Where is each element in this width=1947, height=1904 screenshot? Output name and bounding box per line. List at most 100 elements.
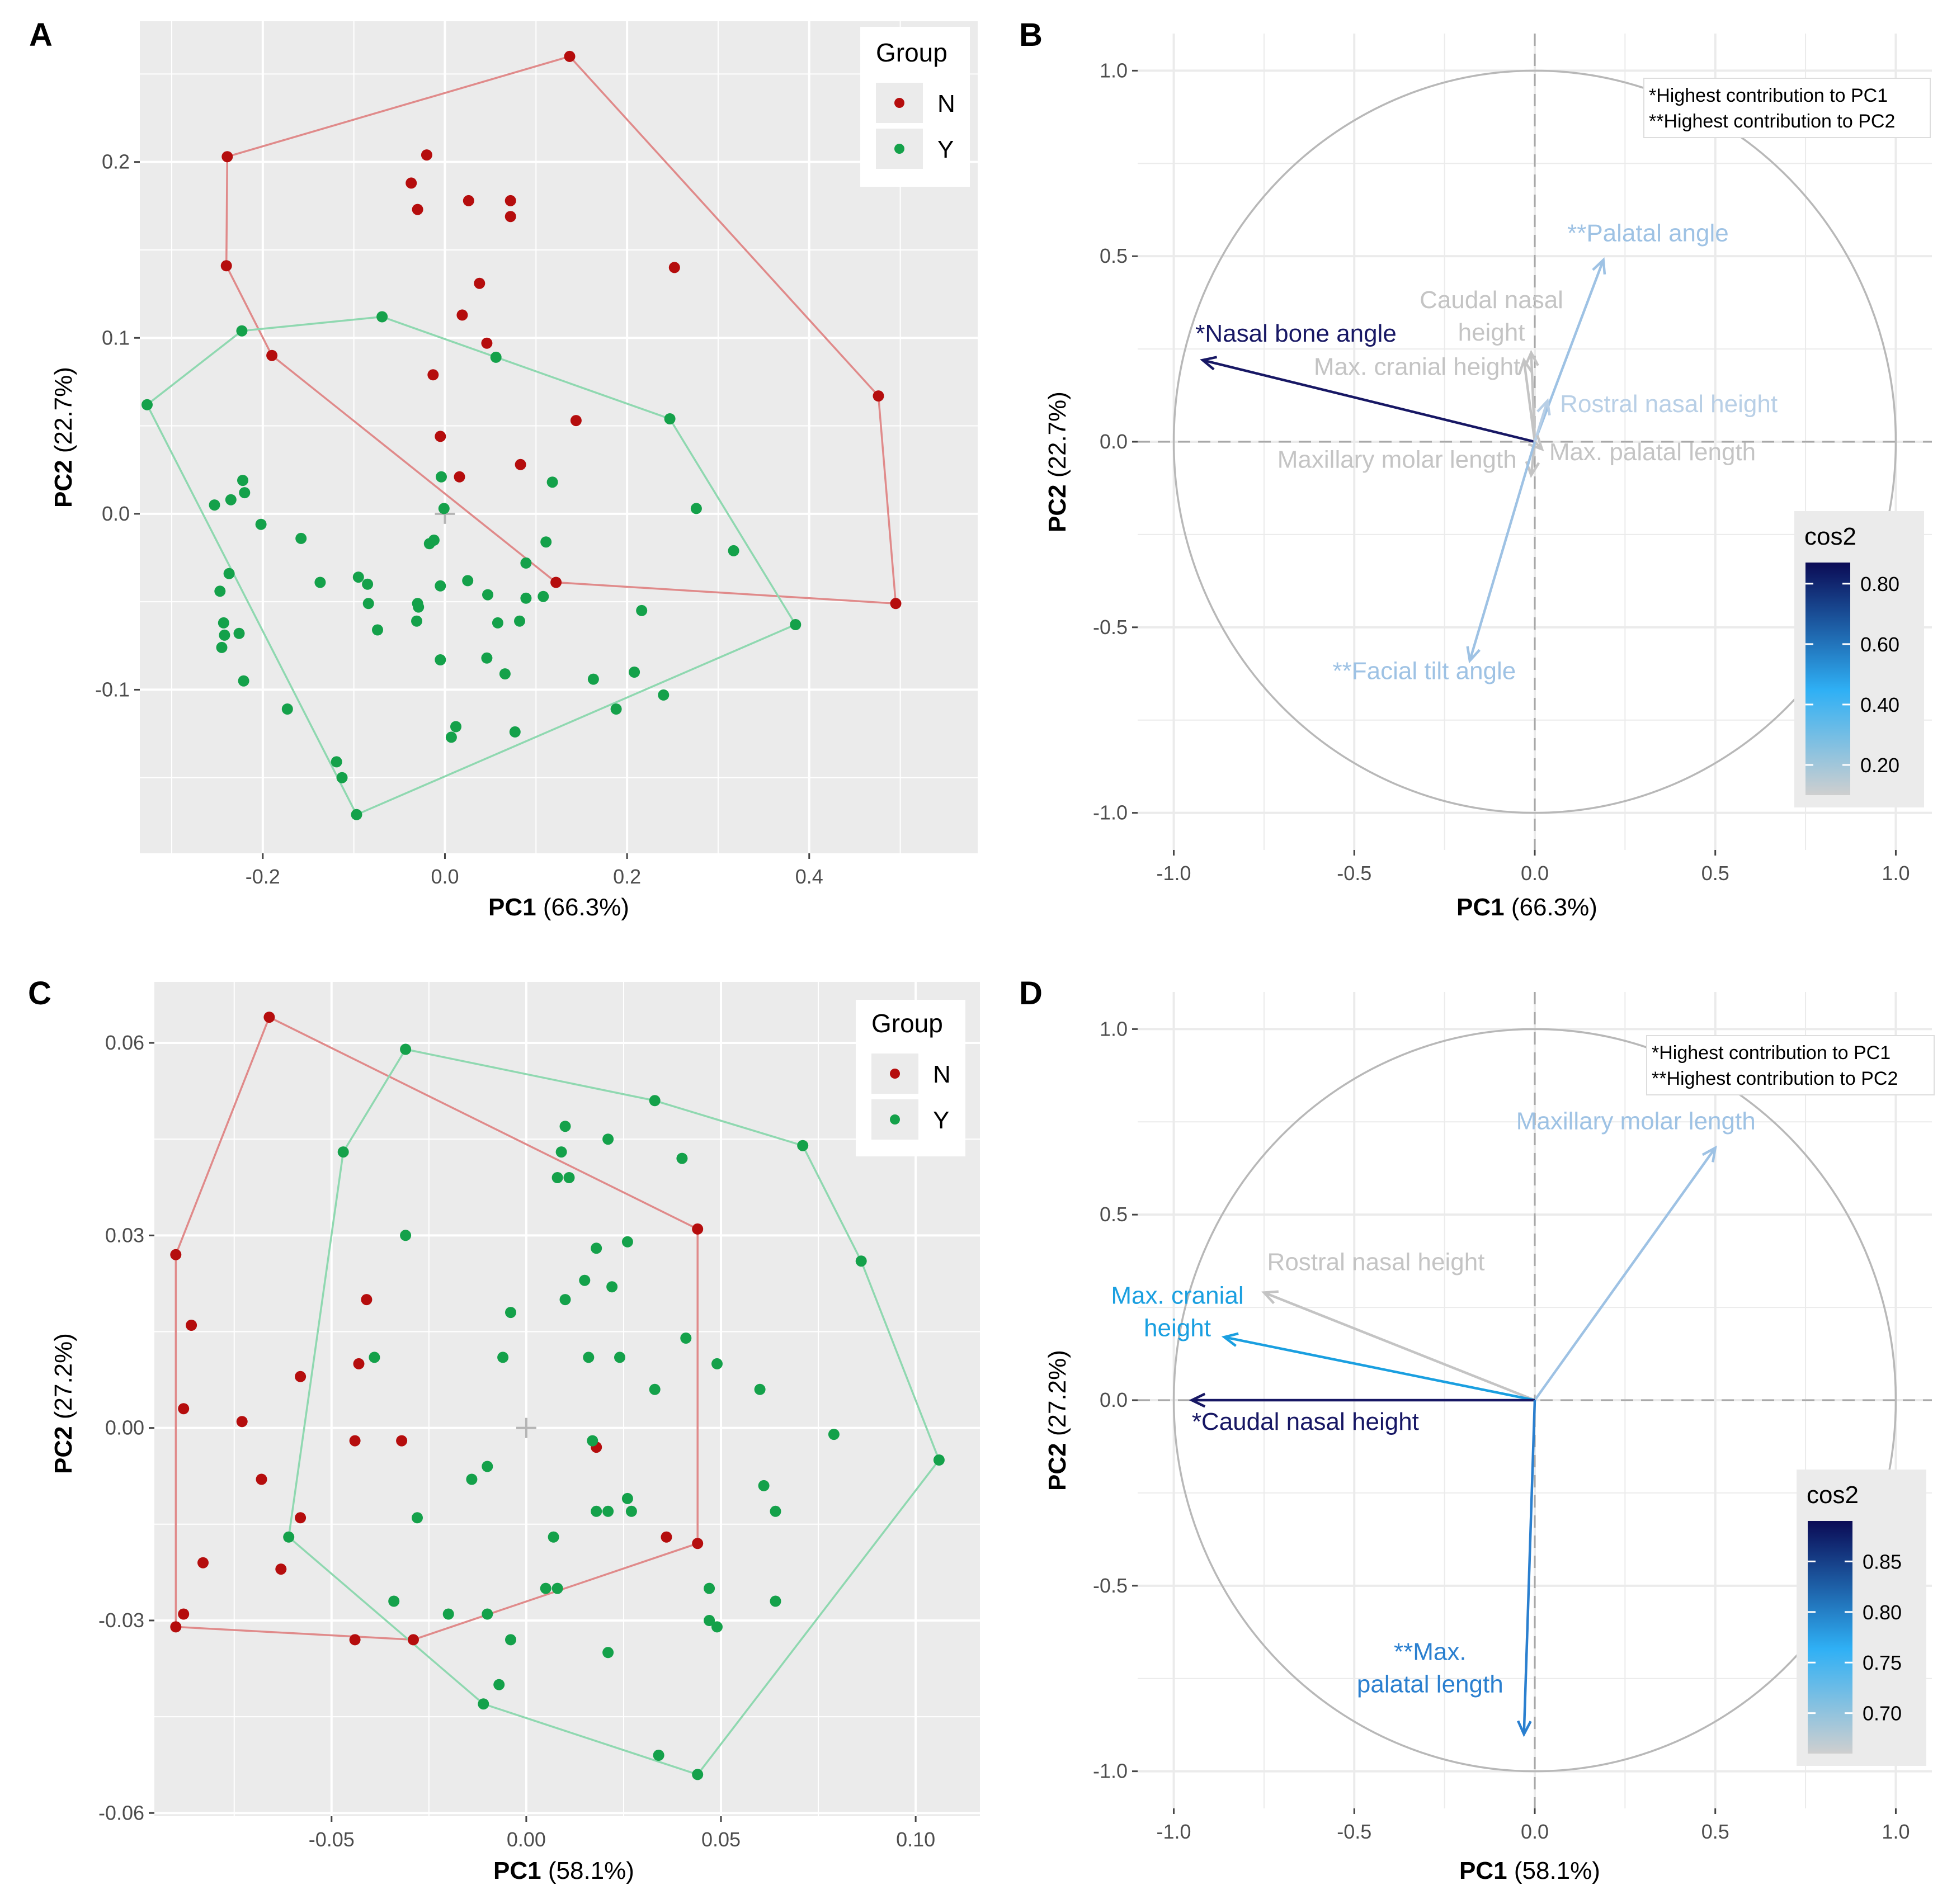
- panel-c-centroid: [516, 1418, 536, 1438]
- panel-c-hull-group-y: [287, 1048, 940, 1776]
- panel-a-point-group-n: [668, 262, 680, 273]
- panel-c-axes: -0.05 0.00 0.05 0.10 -0.06 -0.03 0.00 0.03 0.06: [98, 1031, 935, 1851]
- panel-a-point-group-n: [890, 598, 902, 610]
- panel-a-point-group-y: [664, 413, 676, 424]
- panel-c-y-axis-title: PC2 (27.2%): [50, 1333, 77, 1474]
- panel-d-cos2-tick-label: 0.85: [1863, 1550, 1902, 1573]
- panel-c-point-group-y: [797, 1140, 809, 1151]
- panel-c-plot-background: [154, 982, 980, 1816]
- panel-c-point-group-n: [361, 1294, 373, 1306]
- panel-a-point-group-y: [331, 756, 342, 768]
- panel-a-point-group-y: [362, 578, 374, 590]
- panel-a-point-group-y: [538, 590, 549, 602]
- panel-a-point-group-y: [423, 538, 435, 550]
- panel-d-cos2-legend-title: cos2: [1807, 1481, 1859, 1509]
- panel-b-variable-correlation-circle: *Nasal bone angle **Palatal angle Caudal n…: [1044, 34, 1932, 921]
- panel-d-y-tick-label: 0.5: [1100, 1203, 1128, 1226]
- panel-b-loading-arrow: Max. palatal length: [1528, 434, 1756, 466]
- panel-c-point-group-y: [548, 1531, 559, 1543]
- panel-c-x-tick-label: -0.05: [309, 1828, 355, 1851]
- panel-c-x-tick-label: 0.00: [507, 1828, 546, 1851]
- panel-c-point-group-n: [692, 1223, 704, 1235]
- panel-a-point-group-y: [492, 617, 503, 629]
- panel-c-point-group-y: [855, 1255, 867, 1267]
- panel-c-point-group-y: [704, 1582, 715, 1594]
- panel-a-x-axis-title: PC1 (66.3%): [488, 894, 629, 921]
- panel-b-cos2-legend: cos2 0.80 0.60 0.40 0.20: [1794, 511, 1924, 807]
- panel-c-point-group-y: [676, 1152, 688, 1164]
- panel-a-point-group-n: [873, 390, 884, 402]
- panel-a-point-group-y: [352, 571, 364, 583]
- panel-c-scatter-plot: -0.05 0.00 0.05 0.10-0.06-0.030.000.030.06 …: [50, 982, 980, 1884]
- panel-c-point-group-y: [497, 1352, 509, 1363]
- panel-c-point-group-y: [591, 1505, 602, 1517]
- panel-a-point-group-y: [520, 557, 532, 569]
- panel-b-loading-arrow: Rostral nasal height: [1533, 390, 1778, 442]
- panel-c-point-group-y: [758, 1480, 770, 1491]
- panel-b-arrow-label: **Palatal angle: [1567, 220, 1729, 247]
- panel-d-y-tick-label: 0.0: [1100, 1388, 1128, 1411]
- panel-a-point-group-n: [505, 211, 516, 223]
- panel-a-point-group-n: [266, 349, 278, 361]
- panel-c-point-group-y: [649, 1095, 661, 1107]
- panel-b-cos2-tick-label: 0.60: [1860, 633, 1899, 656]
- panel-b-cos2-legend-title: cos2: [1804, 523, 1856, 550]
- panel-a-plot-background: [140, 21, 978, 853]
- panel-b-loading-arrow: *Nasal bone angle: [1195, 320, 1535, 443]
- panel-a-point-group-n: [221, 151, 233, 163]
- panel-c-point-group-y: [621, 1492, 633, 1504]
- panel-c-legend-label-n: N: [933, 1061, 951, 1088]
- panel-c-y-tick-label: 0.03: [105, 1223, 144, 1246]
- panel-c-point-group-n: [295, 1371, 307, 1382]
- panel-c-point-group-y: [412, 1512, 423, 1524]
- panel-b-arrow-label: Max. palatal length: [1549, 438, 1756, 466]
- panel-c-point-group-y: [505, 1307, 516, 1319]
- panel-c-x-axis-title: PC1 (58.1%): [493, 1857, 634, 1884]
- panel-c-point-group-n: [661, 1531, 672, 1543]
- panel-d-loading-arrow: **Max. palatal length: [1357, 1400, 1536, 1737]
- panel-c-point-group-y: [478, 1698, 489, 1710]
- panel-c-point-group-y: [466, 1473, 478, 1485]
- panel-c-point-group-n: [170, 1249, 182, 1260]
- panel-a-legend: Group N Y: [860, 27, 970, 187]
- panel-a-point-group-n: [427, 369, 439, 381]
- panel-a-point-group-y: [336, 772, 348, 783]
- panel-a-x-tick-label: 0.0: [431, 865, 459, 888]
- panel-a-point-group-n: [454, 471, 465, 483]
- panel-d-x-tick-label: 1.0: [1882, 1820, 1910, 1843]
- panel-a-point-group-n: [456, 309, 468, 321]
- panel-b-loading-arrows: *Nasal bone angle **Palatal angle Caudal n…: [1195, 220, 1778, 685]
- panel-a-point-group-n: [550, 577, 562, 588]
- panel-b-loading-arrow: **Palatal angle: [1533, 220, 1729, 442]
- panel-c-point-group-y: [559, 1294, 571, 1306]
- panel-c-point-group-y: [559, 1121, 571, 1132]
- panel-c-point-group-y: [602, 1647, 614, 1659]
- panel-d-cos2-legend: cos2 0.85 0.80 0.75 0.70: [1797, 1470, 1926, 1766]
- panel-d-loading-arrow: *Caudal nasal height: [1189, 1392, 1535, 1435]
- panel-c-point-group-n: [170, 1621, 182, 1633]
- panel-d-loading-arrows: Maxillary molar length Rostral nasal heig…: [1111, 1108, 1756, 1737]
- panel-a-y-tick-label: 0.1: [102, 326, 130, 349]
- panel-c-legend-title: Group: [871, 1009, 943, 1038]
- panel-b-cos2-tick-label: 0.20: [1860, 754, 1899, 777]
- panel-b-x-axis-title: PC1 (66.3%): [1456, 894, 1597, 921]
- panel-a-point-group-n: [570, 415, 582, 427]
- panel-c-point-group-n: [295, 1512, 307, 1524]
- panel-c-point-group-y: [680, 1333, 692, 1344]
- panel-d-note-line-2: **Highest contribution to PC2: [1652, 1068, 1898, 1089]
- panel-a-point-group-y: [629, 667, 640, 678]
- panel-a-point-group-y: [216, 641, 228, 653]
- panel-a-legend-label-y: Y: [937, 136, 954, 163]
- panel-a-y-tick-label: 0.2: [102, 150, 130, 173]
- panel-c-data-points: [170, 1012, 945, 1780]
- panel-a-hull-group-n: [225, 55, 897, 605]
- panel-d-arrow-label: Maxillary molar length: [1516, 1108, 1756, 1135]
- panel-a-point-group-y: [351, 809, 362, 820]
- panel-a-point-group-y: [658, 689, 670, 701]
- panel-c-point-group-y: [551, 1582, 563, 1594]
- panel-a-legend-title: Group: [876, 38, 947, 67]
- panel-b-note-line-1: *Highest contribution to PC1: [1649, 85, 1888, 106]
- panel-a-legend-marker-n: [894, 98, 904, 108]
- panel-c-point-group-n: [349, 1435, 361, 1447]
- panel-c-point-group-y: [579, 1274, 591, 1286]
